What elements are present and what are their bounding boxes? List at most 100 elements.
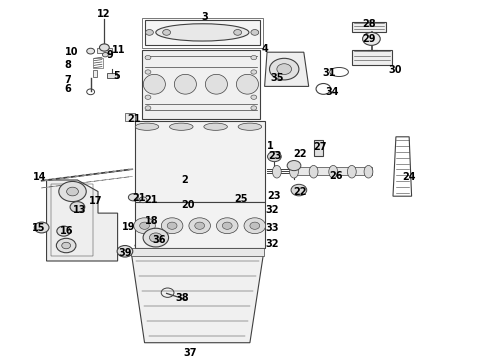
Circle shape — [222, 222, 232, 229]
Text: 32: 32 — [266, 239, 279, 249]
Text: 2: 2 — [181, 175, 188, 185]
Bar — [93, 70, 97, 77]
Ellipse shape — [290, 165, 298, 178]
Text: 37: 37 — [183, 348, 197, 359]
Text: 21: 21 — [127, 114, 141, 124]
Circle shape — [62, 242, 71, 249]
Ellipse shape — [204, 123, 227, 130]
Circle shape — [251, 55, 257, 60]
Bar — [142, 50, 260, 119]
Ellipse shape — [238, 123, 262, 130]
Text: 13: 13 — [73, 204, 86, 215]
Text: 6: 6 — [65, 84, 72, 94]
Bar — [131, 248, 264, 256]
Circle shape — [234, 30, 242, 35]
Circle shape — [145, 106, 151, 110]
Text: 1: 1 — [267, 141, 274, 151]
Text: 21: 21 — [145, 195, 158, 205]
Circle shape — [134, 218, 155, 234]
Bar — [93, 58, 103, 68]
Text: 35: 35 — [270, 73, 284, 84]
Bar — [142, 18, 263, 48]
Text: 9: 9 — [107, 50, 114, 60]
Circle shape — [99, 44, 109, 51]
Text: 31: 31 — [322, 68, 336, 78]
Text: 34: 34 — [326, 87, 340, 97]
Ellipse shape — [205, 75, 227, 94]
Circle shape — [34, 222, 49, 233]
Ellipse shape — [135, 123, 159, 130]
Ellipse shape — [329, 165, 338, 178]
Circle shape — [56, 238, 76, 253]
Text: 21: 21 — [132, 193, 146, 203]
Text: 8: 8 — [65, 60, 72, 70]
Circle shape — [251, 106, 257, 110]
Bar — [352, 22, 386, 32]
Circle shape — [87, 48, 95, 54]
Circle shape — [128, 194, 138, 201]
Bar — [294, 167, 372, 175]
Circle shape — [145, 95, 151, 99]
Circle shape — [163, 30, 171, 35]
Ellipse shape — [272, 165, 281, 178]
Circle shape — [251, 95, 257, 99]
Text: 33: 33 — [266, 222, 279, 233]
Text: 10: 10 — [65, 47, 78, 57]
Bar — [51, 184, 93, 256]
Circle shape — [139, 197, 147, 203]
Text: 4: 4 — [261, 44, 268, 54]
Polygon shape — [131, 253, 264, 343]
Text: 39: 39 — [119, 248, 132, 258]
Bar — [135, 121, 265, 202]
Text: 24: 24 — [402, 172, 416, 182]
Circle shape — [70, 202, 85, 212]
Text: 23: 23 — [269, 150, 282, 161]
Bar — [314, 140, 323, 156]
Circle shape — [67, 187, 78, 196]
Circle shape — [57, 226, 71, 236]
Bar — [97, 48, 112, 53]
Ellipse shape — [174, 75, 196, 94]
Circle shape — [195, 222, 205, 229]
Ellipse shape — [156, 24, 249, 41]
Circle shape — [251, 70, 257, 74]
Circle shape — [291, 184, 307, 196]
Ellipse shape — [143, 75, 166, 94]
Ellipse shape — [364, 165, 373, 178]
Text: 3: 3 — [201, 12, 208, 22]
Circle shape — [140, 222, 149, 229]
Circle shape — [268, 152, 281, 162]
Text: 28: 28 — [363, 19, 376, 30]
Text: 38: 38 — [175, 293, 189, 303]
Ellipse shape — [170, 123, 193, 130]
Text: 25: 25 — [234, 194, 248, 204]
Text: 19: 19 — [122, 222, 135, 232]
Text: 11: 11 — [112, 45, 125, 55]
Ellipse shape — [309, 165, 318, 178]
Circle shape — [251, 30, 259, 35]
Text: 15: 15 — [32, 222, 46, 233]
Circle shape — [146, 30, 153, 35]
Text: 26: 26 — [329, 171, 343, 181]
Circle shape — [363, 32, 380, 45]
Text: 32: 32 — [266, 204, 279, 215]
Polygon shape — [125, 113, 135, 121]
Text: 30: 30 — [388, 65, 402, 75]
Polygon shape — [265, 52, 309, 86]
Circle shape — [102, 53, 108, 57]
Text: 17: 17 — [89, 196, 103, 206]
Text: 18: 18 — [145, 216, 158, 226]
Text: 29: 29 — [363, 34, 376, 44]
Circle shape — [277, 64, 292, 75]
Text: 20: 20 — [181, 200, 195, 210]
Circle shape — [270, 58, 299, 80]
Circle shape — [167, 222, 177, 229]
Ellipse shape — [236, 75, 259, 94]
Circle shape — [189, 218, 211, 234]
Polygon shape — [145, 20, 260, 45]
Circle shape — [145, 70, 151, 74]
Circle shape — [161, 218, 183, 234]
Circle shape — [250, 222, 260, 229]
Text: 22: 22 — [293, 149, 307, 159]
Text: 5: 5 — [114, 71, 121, 81]
